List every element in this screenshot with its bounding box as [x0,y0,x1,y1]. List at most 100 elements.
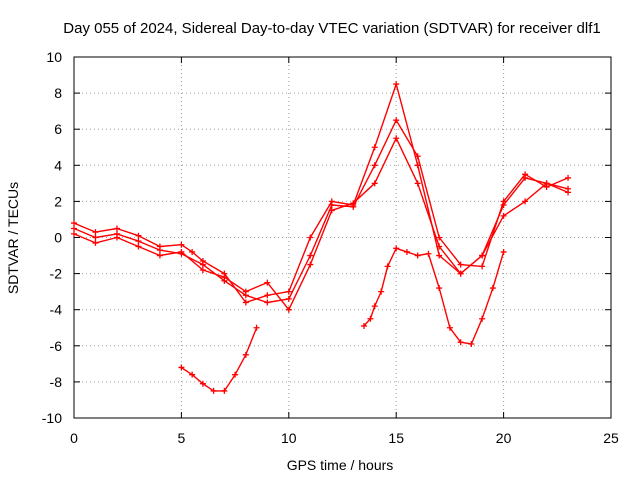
data-point [253,324,260,331]
data-point [393,245,400,252]
data-point [565,174,572,181]
data-point [522,171,529,178]
series-track-5 [360,245,507,347]
data-point [414,153,421,160]
y-tick-label: 6 [54,121,62,137]
data-point [479,252,486,259]
data-point [446,324,453,331]
data-point [489,285,496,292]
y-tick-label: -10 [42,410,62,426]
data-point [468,340,475,347]
y-tick-label: -6 [50,338,63,354]
data-point [384,263,391,270]
data-point [113,225,120,232]
data-point [178,364,185,371]
data-point [113,234,120,241]
x-tick-label: 5 [178,430,186,446]
data-point [178,241,185,248]
series-track-4 [178,324,260,394]
data-point [457,270,464,277]
data-point [135,238,142,245]
tick-labels: 0 5 10 15 20 25 -10 -8 -6 -4 -2 0 2 4 6 8 10 [42,49,619,446]
data-point [328,207,335,214]
x-axis-label: GPS time / hours [287,457,394,473]
data-point [371,144,378,151]
data-point [189,248,196,255]
data-point [242,299,249,306]
data-point [307,234,314,241]
data-point [199,266,206,273]
data-point [307,252,314,259]
data-point [360,322,367,329]
x-tick-label: 20 [496,430,512,446]
x-tick-label: 15 [388,430,404,446]
data-point [264,299,271,306]
data-point [414,252,421,259]
data-series [71,81,572,394]
y-tick-label: 0 [54,230,62,246]
data-point [92,234,99,241]
y-tick-label: -4 [50,302,63,318]
data-point [457,261,464,268]
data-point [285,306,292,313]
data-point [71,230,77,237]
plot-frame [73,56,612,419]
series-track-3 [71,135,572,313]
y-axis-label: SDTVAR / TECUs [5,182,21,294]
y-tick-label: -8 [50,374,63,390]
series-line [73,137,569,311]
data-point [285,295,292,302]
data-point [92,239,99,246]
chart-title: Day 055 of 2024, Sidereal Day-to-day VTE… [63,20,600,37]
x-tick-label: 0 [70,430,78,446]
data-point [393,117,400,124]
data-point [457,339,464,346]
data-point [189,371,196,378]
data-point [232,371,239,378]
data-point [436,234,443,241]
data-point [500,198,507,205]
data-point [264,279,271,286]
data-point [178,248,185,255]
data-point [436,285,443,292]
series-line [181,327,258,392]
grid-lines [74,57,611,418]
data-point [522,198,529,205]
y-tick-label: 4 [54,157,62,173]
y-tick-label: 2 [54,193,62,209]
y-tick-label: -2 [50,266,63,282]
data-point [71,225,77,232]
data-point [210,387,217,394]
data-point [135,232,142,239]
data-point [378,288,385,295]
series-line [363,247,505,345]
data-point [199,261,206,268]
data-point [328,202,335,209]
data-point [242,288,249,295]
data-point [135,243,142,250]
data-point [156,247,163,254]
data-point [350,200,357,207]
data-point [479,263,486,270]
data-point [371,180,378,187]
data-point [92,229,99,236]
data-point [285,288,292,295]
data-point [500,212,507,219]
data-point [156,252,163,259]
data-point [371,162,378,169]
data-point [242,351,249,358]
data-point [479,315,486,322]
data-point [403,248,410,255]
y-tick-label: 8 [54,85,62,101]
data-point [565,189,572,196]
x-tick-label: 10 [281,430,297,446]
data-point [414,180,421,187]
data-point [221,387,228,394]
data-point [221,274,228,281]
data-point [393,135,400,142]
data-point [393,81,400,88]
y-tick-label: 10 [46,49,62,65]
data-point [500,248,507,255]
series-line [73,119,569,304]
